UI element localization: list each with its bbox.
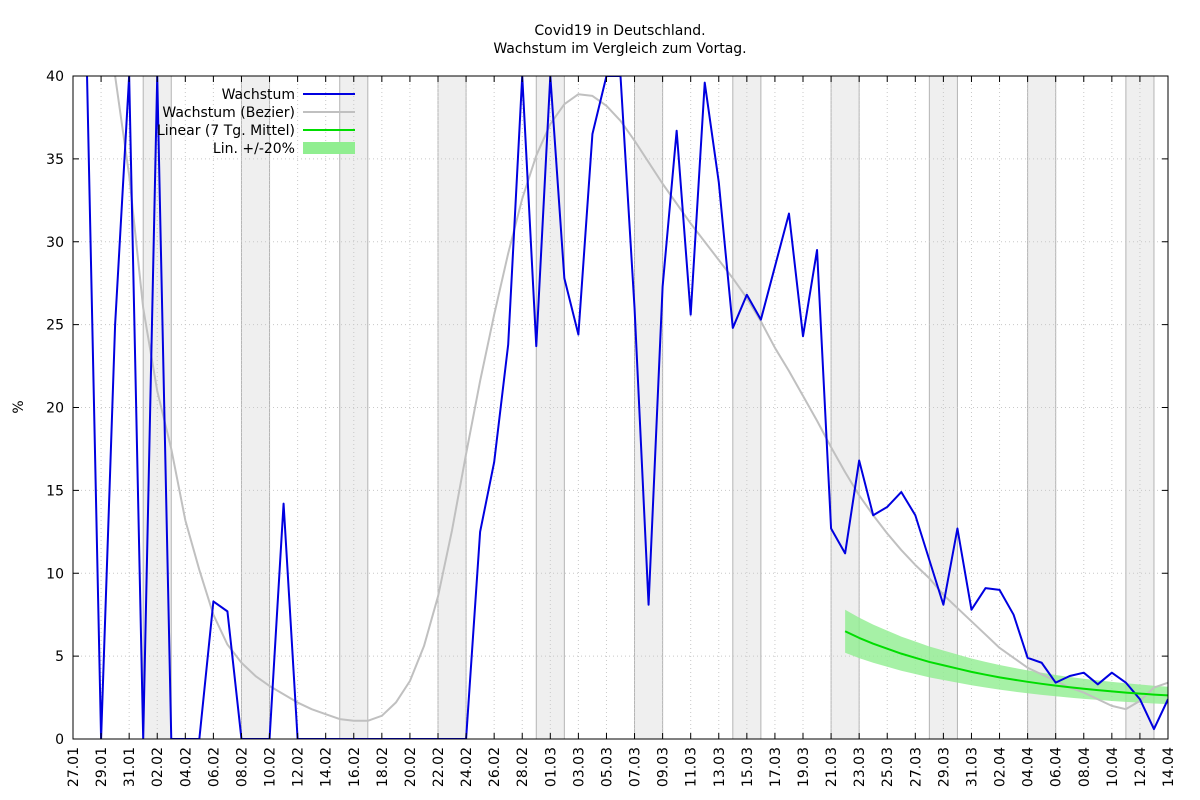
- wachstum-line: [86, 76, 1168, 739]
- x-tick-label: 10.04: [1105, 747, 1121, 787]
- y-tick-label: 5: [55, 649, 64, 665]
- legend-label: Wachstum (Bezier): [162, 105, 295, 121]
- x-tick-label: 12.02: [291, 747, 307, 787]
- grid-lines: [72, 75, 1169, 740]
- x-tick-label: 07.03: [628, 747, 644, 787]
- x-tick-label: 19.03: [796, 747, 812, 787]
- x-tick-label: 01.03: [543, 747, 559, 787]
- legend-label: Linear (7 Tg. Mittel): [157, 123, 295, 139]
- bezier-line: [114, 76, 1168, 722]
- linear-band-area: [845, 609, 1168, 705]
- legend-label: Wachstum: [222, 87, 295, 103]
- x-tick-label: 04.04: [1021, 747, 1037, 787]
- x-tick-label: 09.03: [656, 747, 672, 787]
- y-axis-label: %: [11, 400, 27, 413]
- x-tick-label: 29.03: [936, 747, 952, 787]
- x-tick-label: 18.02: [375, 747, 391, 787]
- y-tick-label: 15: [46, 483, 64, 499]
- axes: 0 5 10 15 20 25 30 35 40 27.01 29.01 31.01 02.02 04.0…: [46, 69, 1177, 787]
- x-tick-label: 06.02: [206, 747, 222, 787]
- x-tick-label: 05.03: [599, 747, 615, 787]
- plot-frame: [72, 75, 1169, 740]
- x-tick-label: 08.04: [1077, 747, 1093, 787]
- x-tick-label: 21.03: [824, 747, 840, 787]
- x-tick-label: 10.02: [263, 747, 279, 787]
- x-tick-label: 14.04: [1161, 747, 1177, 787]
- x-tick-label: 31.03: [964, 747, 980, 787]
- x-tick-label: 27.01: [66, 747, 82, 787]
- y-tick-label: 20: [46, 401, 64, 417]
- x-tick-label: 22.02: [431, 747, 447, 787]
- x-tick-label: 11.03: [684, 747, 700, 787]
- legend: Wachstum Wachstum (Bezier) Linear (7 Tg. M…: [157, 87, 355, 157]
- y-tick-label: 40: [46, 69, 64, 85]
- y-tick-label: 35: [46, 152, 64, 168]
- chart-title: Covid19 in Deutschland.: [534, 23, 705, 39]
- x-tick-label: 31.01: [122, 747, 138, 787]
- x-tick-label: 26.02: [487, 747, 503, 787]
- x-tick-label: 16.02: [347, 747, 363, 787]
- x-tick-label: 25.03: [880, 747, 896, 787]
- y-tick-label: 30: [46, 235, 64, 251]
- y-tick-label: 10: [46, 566, 64, 582]
- x-tick-label: 03.03: [571, 747, 587, 787]
- y-tick-label: 25: [46, 318, 64, 334]
- x-tick-label: 02.02: [150, 747, 166, 787]
- x-tick-label: 27.03: [908, 747, 924, 787]
- weekend-bands: [142, 75, 1155, 740]
- x-tick-label: 20.02: [403, 747, 419, 787]
- weekend-band: [240, 75, 271, 740]
- x-tick-label: 24.02: [459, 747, 475, 787]
- chart-subtitle: Wachstum im Vergleich zum Vortag.: [493, 41, 746, 57]
- x-tick-label: 06.04: [1049, 747, 1065, 787]
- x-tick-label: 08.02: [234, 747, 250, 787]
- x-tick-label: 15.03: [740, 747, 756, 787]
- x-tick-label: 29.01: [94, 747, 110, 787]
- linear-line: [844, 630, 1168, 697]
- x-tick-label: 17.03: [768, 747, 784, 787]
- linear-band: [845, 609, 1168, 705]
- x-tick-label: 02.04: [993, 747, 1009, 787]
- weekend-band: [535, 75, 565, 740]
- x-tick-label: 13.03: [712, 747, 728, 787]
- x-tick-label: 28.02: [515, 747, 531, 787]
- x-tick-label: 12.04: [1133, 747, 1149, 787]
- y-tick-label: 0: [55, 732, 64, 748]
- x-tick-label: 04.02: [178, 747, 194, 787]
- x-tick-label: 14.02: [319, 747, 335, 787]
- x-tick-label: 23.03: [852, 747, 868, 787]
- series-lines: [86, 76, 1168, 739]
- legend-label: Lin. +/-20%: [213, 141, 295, 157]
- legend-swatch-band: [303, 142, 355, 154]
